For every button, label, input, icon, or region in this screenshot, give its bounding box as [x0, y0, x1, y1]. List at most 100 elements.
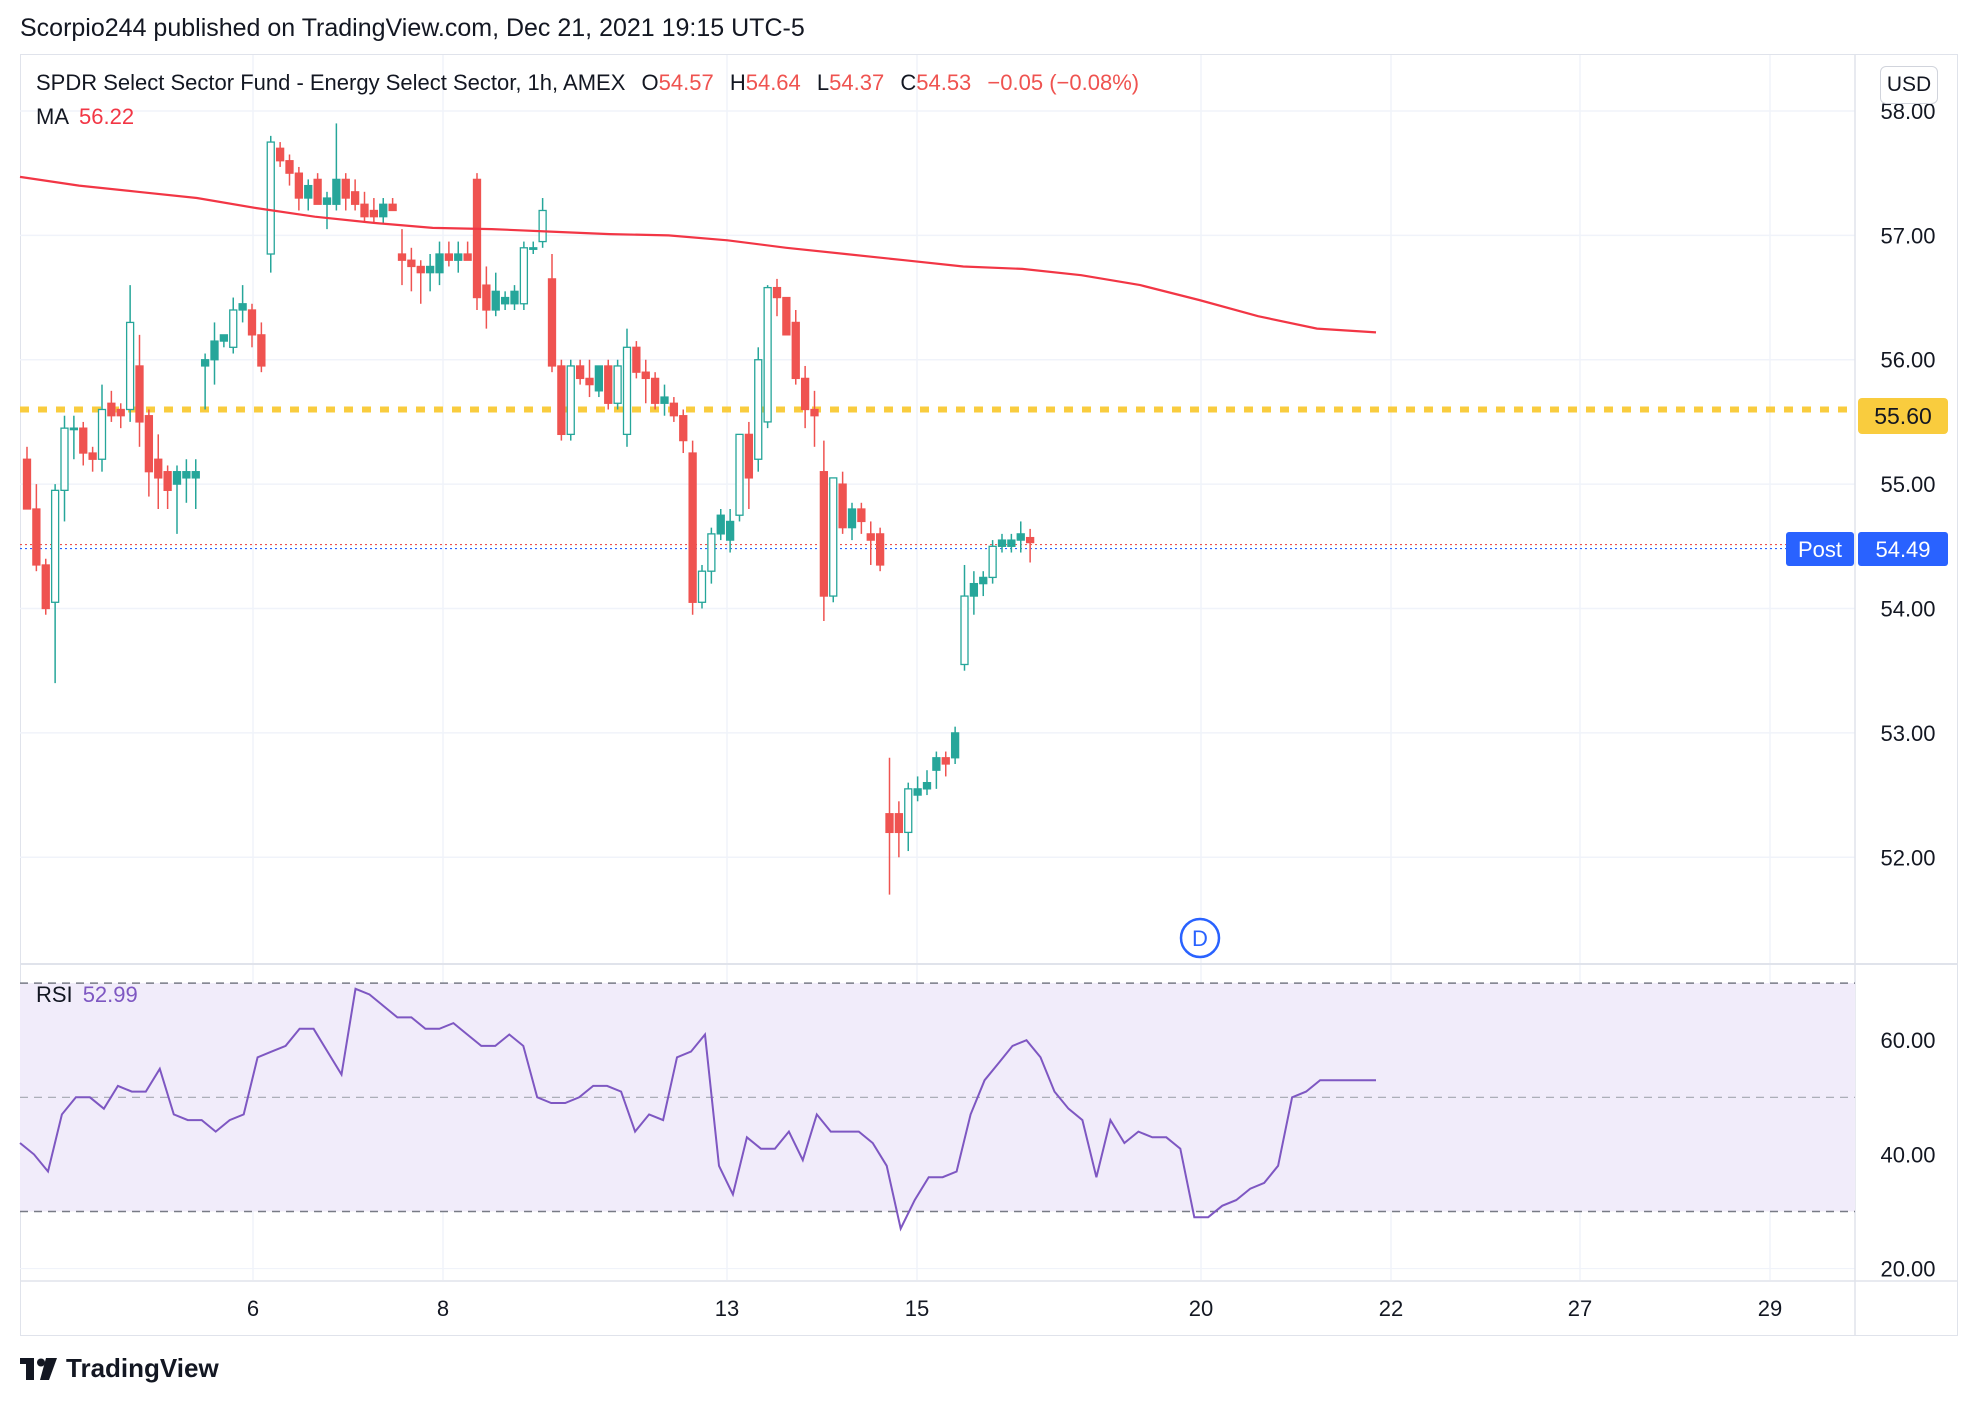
- tradingview-logo-icon: [20, 1357, 57, 1380]
- symbol-title: SPDR Select Sector Fund - Energy Select …: [36, 70, 626, 95]
- candle: [257, 322, 266, 373]
- candle: [688, 440, 697, 615]
- candle-body: [585, 377, 594, 386]
- level-price-value: 55.60: [1874, 403, 1932, 429]
- candle-body: [219, 334, 229, 342]
- candle-body: [257, 334, 266, 367]
- post-label: Post: [1798, 537, 1842, 562]
- candle: [1016, 521, 1025, 553]
- candle-body: [847, 508, 857, 529]
- candle-body: [41, 564, 50, 610]
- candle-body: [735, 433, 744, 516]
- ma-label: MA: [36, 104, 69, 129]
- candle: [444, 241, 454, 267]
- time-tick-label: 6: [247, 1296, 259, 1321]
- candle: [641, 359, 650, 404]
- candles: [22, 123, 1035, 895]
- tradingview-brand: TradingView: [66, 1353, 219, 1383]
- candle: [866, 521, 875, 565]
- candle: [894, 801, 904, 858]
- candle: [922, 770, 932, 796]
- candle-body: [988, 545, 997, 579]
- candle-body: [416, 265, 425, 274]
- candle-body: [866, 533, 875, 541]
- candle: [697, 564, 707, 609]
- candle-body: [69, 427, 79, 431]
- candle: [1007, 533, 1016, 553]
- candle: [332, 123, 341, 211]
- candle-body: [435, 253, 444, 274]
- rsi-legend[interactable]: RSI 52.99: [36, 982, 138, 1008]
- candle-body: [322, 197, 332, 205]
- candle: [604, 359, 613, 410]
- candle: [566, 359, 575, 441]
- candle: [819, 440, 829, 621]
- candle: [435, 241, 444, 286]
- candle: [294, 166, 304, 211]
- candle: [622, 328, 632, 447]
- currency-button[interactable]: USD: [1880, 66, 1938, 104]
- candle-body: [275, 147, 285, 162]
- candle-body: [172, 471, 182, 485]
- candle: [500, 291, 510, 310]
- candle-body: [913, 788, 922, 796]
- rsi-axis[interactable]: 20.00 40.00 60.00: [1880, 1028, 1935, 1281]
- candle-body: [641, 371, 650, 380]
- candle: [229, 297, 238, 354]
- candle: [407, 247, 416, 292]
- open-value: 54.57: [658, 70, 714, 95]
- candle-body: [79, 427, 88, 454]
- candle: [50, 484, 60, 684]
- candle-body: [810, 408, 819, 417]
- candle: [585, 359, 594, 398]
- candle-body: [547, 278, 557, 367]
- candle-body: [332, 178, 341, 205]
- candle: [285, 154, 294, 186]
- candle: [97, 384, 107, 472]
- candle: [669, 397, 679, 422]
- candle: [219, 334, 229, 348]
- close-value: 54.53: [916, 70, 972, 95]
- candle: [791, 309, 800, 385]
- candle: [360, 191, 369, 223]
- candle-body: [107, 402, 116, 417]
- candle-body: [369, 209, 379, 218]
- candle: [79, 421, 88, 466]
- candle: [735, 433, 744, 522]
- candle: [60, 415, 69, 522]
- candle: [594, 365, 604, 398]
- time-axis[interactable]: 6 8 13 15 20 22 27 29: [247, 1296, 1782, 1321]
- candle-body: [425, 265, 435, 274]
- candle-body: [772, 286, 782, 299]
- high-value: 54.64: [745, 70, 801, 95]
- candle-body: [463, 253, 472, 261]
- candle-body: [622, 346, 632, 436]
- ma-line: [19, 175, 1377, 334]
- candle: [547, 254, 557, 373]
- level-price-tag: 55.60: [1858, 398, 1948, 434]
- candle-body: [1007, 539, 1016, 547]
- change-value: −0.05 (−0.08%): [987, 70, 1140, 95]
- candle: [313, 173, 322, 205]
- price-tick-label: 54.00: [1880, 597, 1935, 622]
- tradingview-logo[interactable]: TradingView: [20, 1353, 219, 1384]
- candle-body: [229, 309, 238, 348]
- candle-body: [144, 415, 154, 473]
- candle-body: [60, 427, 69, 491]
- dividend-marker[interactable]: D: [1179, 917, 1221, 959]
- candle: [135, 334, 144, 447]
- candle: [125, 285, 135, 422]
- candle-body: [472, 178, 482, 299]
- candle-body: [519, 247, 529, 305]
- rsi-line: [19, 987, 1376, 1232]
- candle-body: [838, 483, 847, 529]
- candle-body: [960, 595, 969, 666]
- candle: [979, 571, 988, 597]
- candle-body: [341, 178, 350, 199]
- ma-legend[interactable]: MA 56.22: [36, 104, 134, 130]
- candle: [763, 285, 772, 429]
- candle-body: [979, 576, 988, 585]
- candle-body: [791, 321, 800, 380]
